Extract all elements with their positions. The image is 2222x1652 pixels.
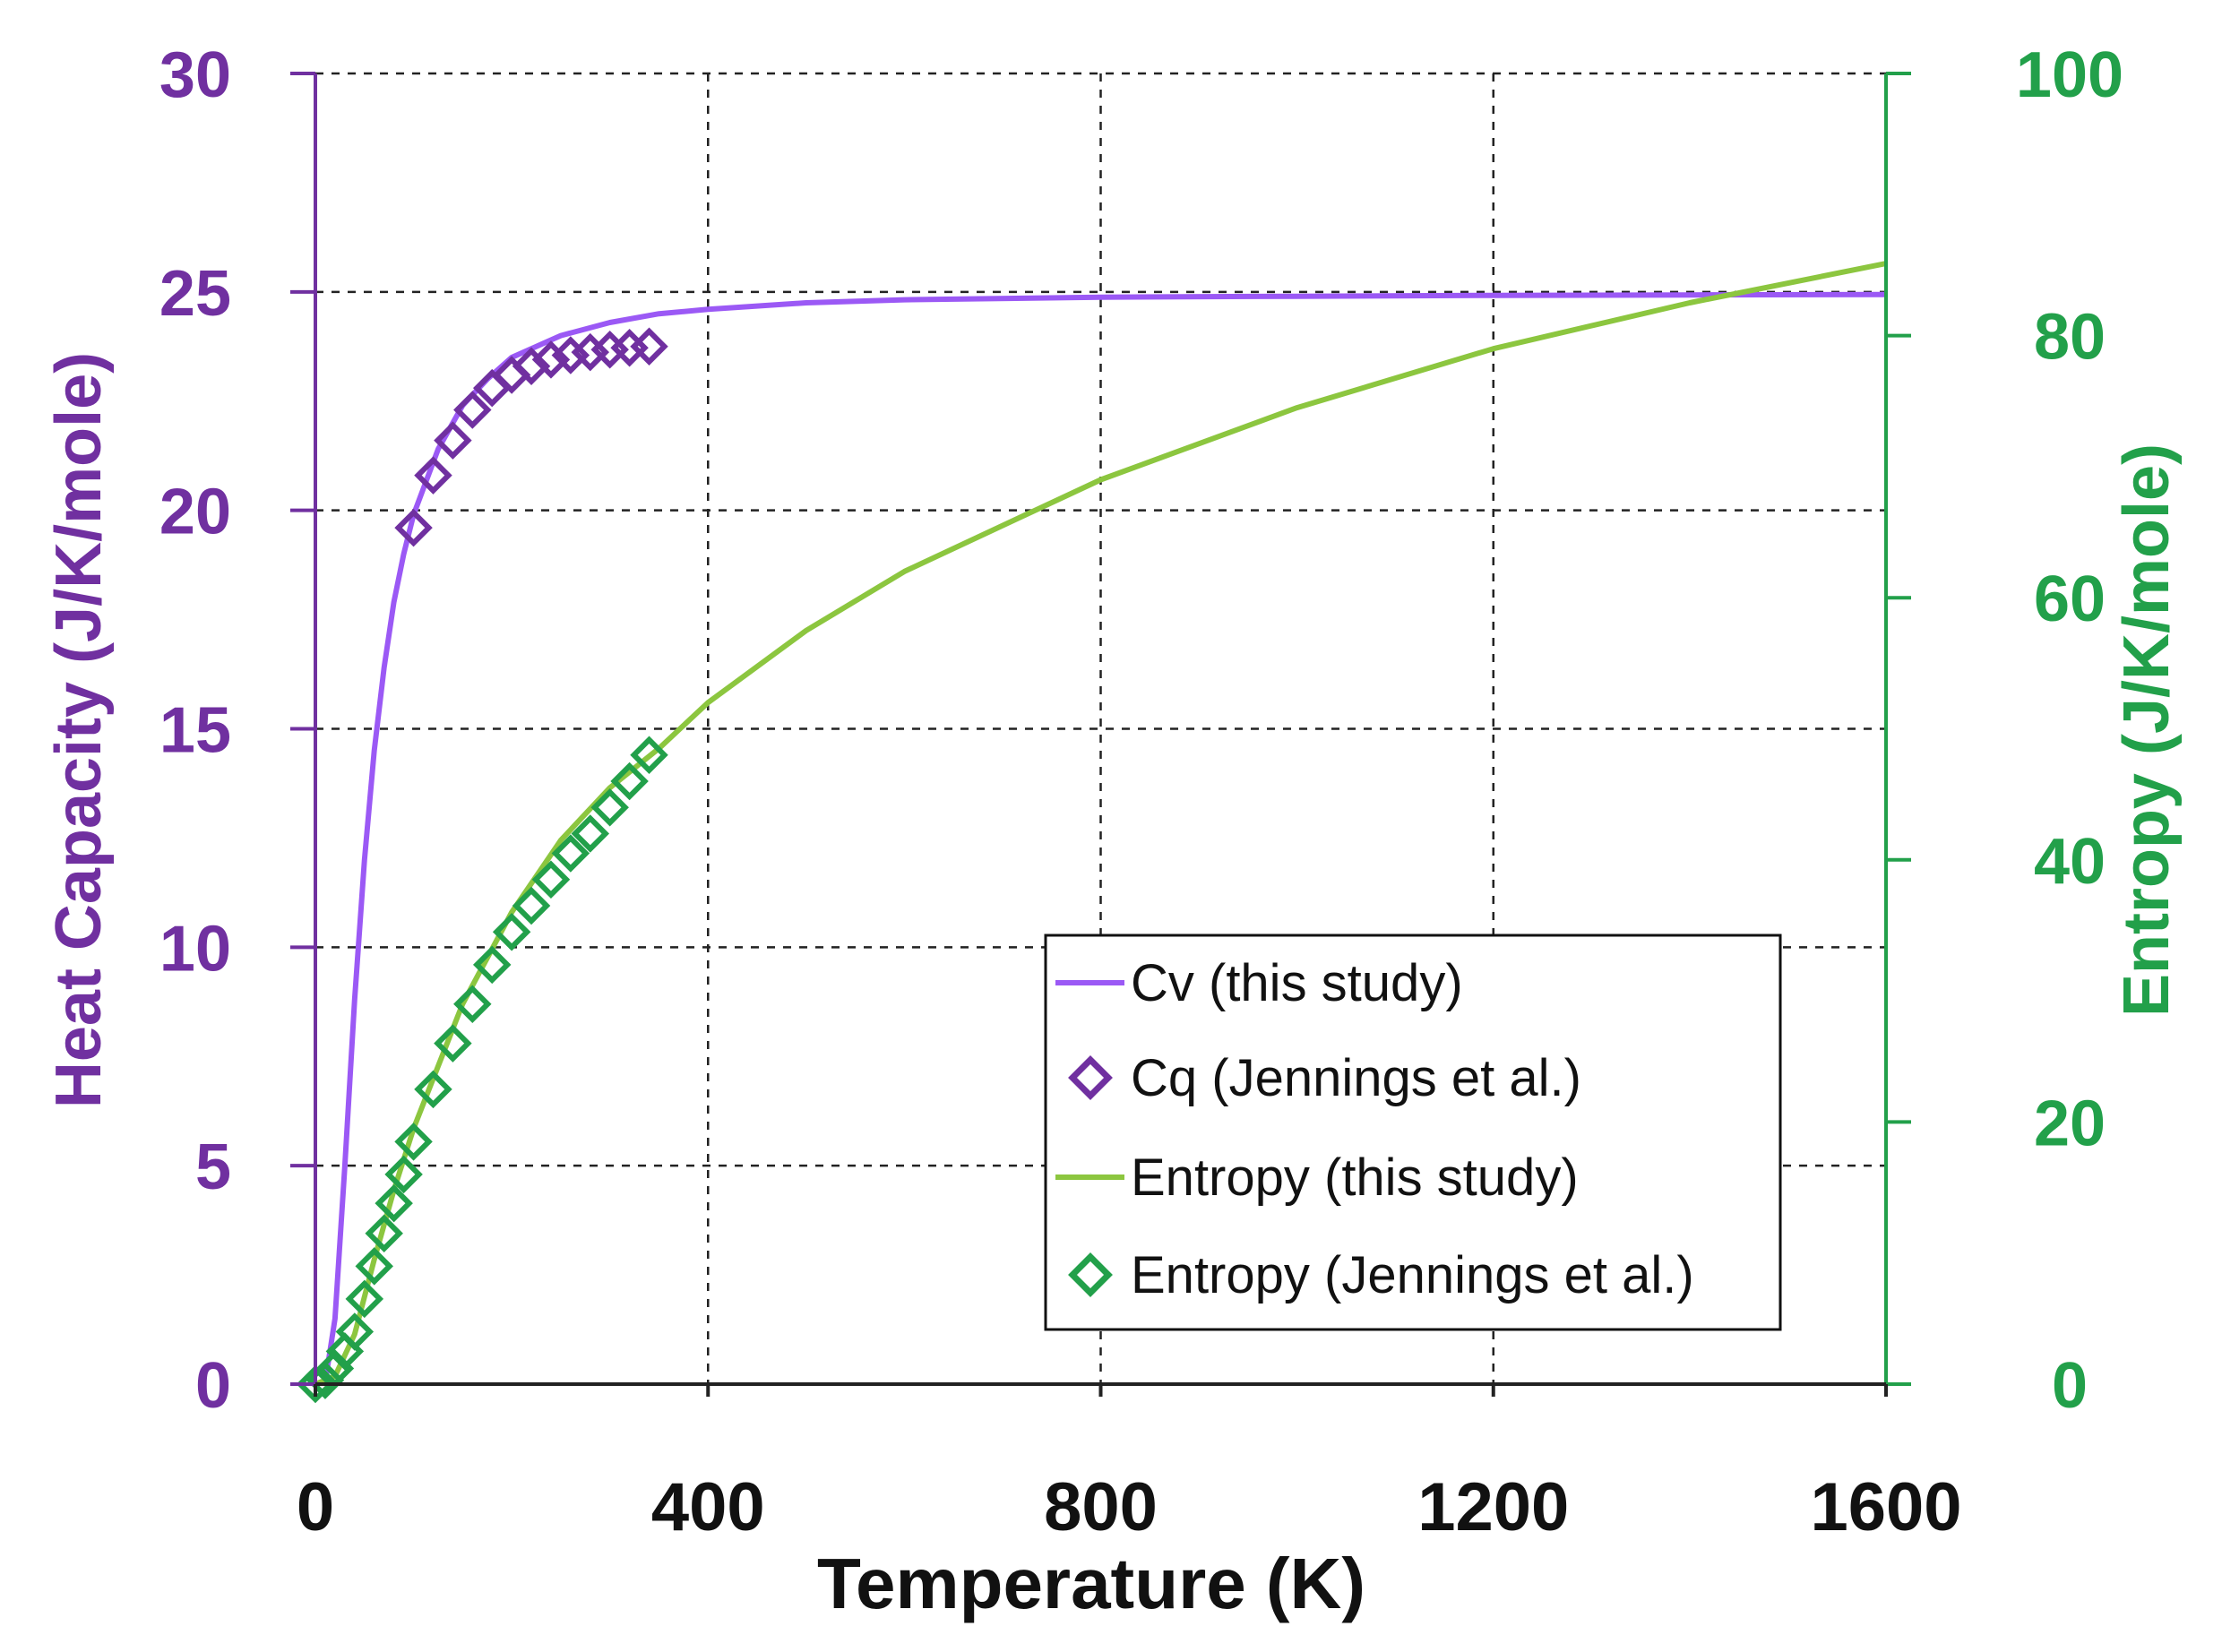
data-point-series-3 <box>630 736 668 775</box>
left-tick-label: 0 <box>195 1350 231 1422</box>
legend: Cv (this study) Cq (Jennings et al.) Ent… <box>1044 934 1782 1331</box>
legend-label-cv: Cv (this study) <box>1131 954 1463 1012</box>
left-tick-label: 20 <box>159 477 231 548</box>
data-point-series-1 <box>434 421 472 460</box>
data-point-series-3 <box>571 814 610 853</box>
data-point-series-3 <box>610 761 649 801</box>
data-point-series-1 <box>531 340 571 379</box>
tick-labels: 0 5 10 15 20 25 30 0 20 40 60 80 100 0 400 800 1200 1600 <box>159 39 2123 1545</box>
legend-label-cq: Cq (Jennings et al.) <box>1131 1049 1581 1107</box>
data-point-series-3 <box>551 834 590 873</box>
right-tick-label: 100 <box>2016 39 2123 111</box>
data-point-series-3 <box>492 913 531 951</box>
data-point-series-3 <box>590 788 629 827</box>
data-point-series-1 <box>394 508 433 547</box>
data-point-series-1 <box>512 347 551 385</box>
data-point-series-3 <box>472 945 512 985</box>
data-point-series-3 <box>414 1070 452 1109</box>
series-line-0 <box>314 291 1887 1387</box>
data-point-series-3 <box>394 1123 433 1161</box>
data-point-series-3 <box>335 1312 375 1351</box>
data-point-series-1 <box>453 391 492 429</box>
x-tick-label: 400 <box>651 1469 765 1545</box>
x-tick-label: 800 <box>1044 1469 1158 1545</box>
data-point-series-3 <box>453 985 492 1023</box>
right-tick-label: 40 <box>2034 826 2106 898</box>
series-line-2 <box>314 261 1887 1387</box>
data-point-series-3 <box>345 1279 384 1319</box>
left-axis-title: Heat Capacity (J/K/mole) <box>43 352 115 1108</box>
data-point-series-3 <box>296 1364 335 1404</box>
x-axis-title: Temperature (K) <box>817 1544 1365 1623</box>
x-tick-label: 0 <box>297 1469 334 1545</box>
left-tick-label: 5 <box>195 1131 231 1203</box>
data-point-series-1 <box>630 327 668 366</box>
left-tick-label: 15 <box>159 695 231 767</box>
data-point-series-3 <box>365 1214 403 1253</box>
right-tick-label: 60 <box>2034 564 2106 635</box>
legend-swatch-cq <box>1068 1055 1113 1100</box>
x-tick-label: 1600 <box>1810 1469 1961 1545</box>
left-tick-label: 25 <box>159 258 231 330</box>
left-tick-label: 10 <box>159 913 231 985</box>
legend-label-entropy-line: Entropy (this study) <box>1131 1149 1579 1207</box>
x-tick-label: 1200 <box>1417 1469 1569 1545</box>
data-point-series-3 <box>512 886 551 925</box>
data-point-series-3 <box>531 860 571 899</box>
series-layer <box>296 261 1887 1404</box>
right-axis-title: Entropy (J/K/mole) <box>2111 443 2183 1017</box>
left-tick-label: 30 <box>159 39 231 111</box>
right-tick-label: 0 <box>2052 1350 2088 1422</box>
legend-label-entropy-markers: Entropy (Jennings et al.) <box>1131 1246 1694 1304</box>
data-point-series-1 <box>414 456 452 495</box>
axes <box>290 72 1911 1397</box>
data-point-series-3 <box>384 1155 423 1194</box>
data-point-series-3 <box>434 1024 472 1063</box>
legend-swatch-entropy-markers <box>1068 1252 1113 1297</box>
data-point-series-3 <box>375 1183 413 1223</box>
right-tick-label: 20 <box>2034 1088 2106 1159</box>
data-point-series-3 <box>355 1247 393 1286</box>
legend-box <box>1044 934 1782 1331</box>
right-tick-label: 80 <box>2034 302 2106 374</box>
